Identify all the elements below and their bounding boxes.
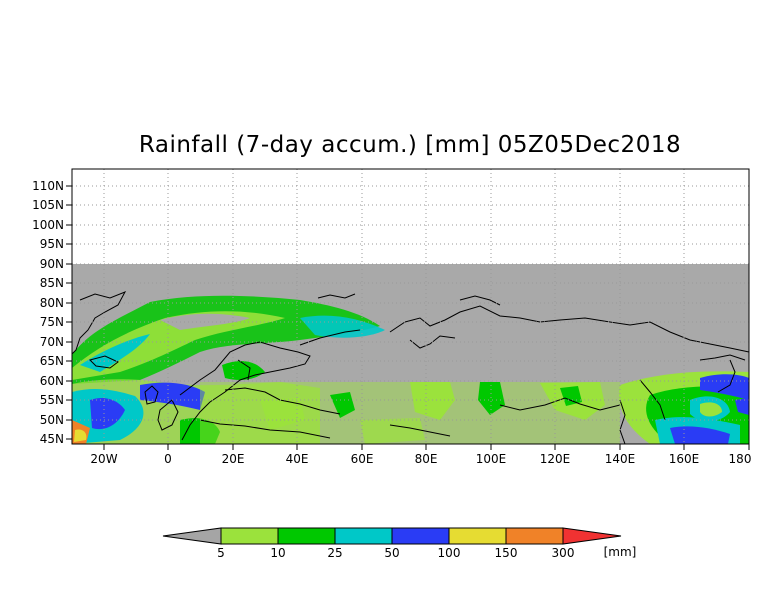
legend-level-label: 50	[384, 546, 399, 560]
lon-tick-label: 120E	[540, 452, 571, 466]
legend-level-label: 10	[270, 546, 285, 560]
lon-tick-label: 60E	[351, 452, 374, 466]
plot-frame	[71, 168, 750, 445]
legend-swatch	[162, 527, 222, 545]
legend-swatch	[334, 527, 393, 545]
lat-tick-label: 50N	[40, 413, 64, 427]
lat-tick-label: 100N	[32, 218, 64, 232]
lat-tick-label: 85N	[40, 276, 64, 290]
lat-tick-label: 45N	[40, 432, 64, 446]
lon-tick-label: 160E	[669, 452, 700, 466]
color-legend	[162, 527, 622, 545]
legend-swatch	[277, 527, 336, 545]
lon-tick-label: 0	[164, 452, 172, 466]
lat-tick-label: 95N	[40, 237, 64, 251]
legend-swatch	[448, 527, 507, 545]
legend-level-label: 300	[552, 546, 575, 560]
map-title: Rainfall (7-day accum.) [mm] 05Z05Dec201…	[138, 132, 682, 158]
lat-tick-label: 80N	[40, 296, 64, 310]
lon-tick-label: 20W	[90, 452, 117, 466]
lon-tick-label: 40E	[286, 452, 309, 466]
lat-tick-label: 55N	[40, 393, 64, 407]
lon-tick-label: 140E	[605, 452, 636, 466]
legend-swatch	[391, 527, 450, 545]
legend-unit: [mm]	[604, 545, 637, 559]
lon-tick-label: 20E	[222, 452, 245, 466]
legend-swatch	[505, 527, 564, 545]
legend-level-label: 5	[217, 546, 225, 560]
lat-axis	[66, 185, 72, 440]
lon-axis	[103, 444, 750, 450]
legend-level-label: 100	[438, 546, 461, 560]
lat-tick-label: 70N	[40, 335, 64, 349]
legend-level-label: 25	[327, 546, 342, 560]
legend-level-label: 150	[495, 546, 518, 560]
lat-tick-label: 65N	[40, 354, 64, 368]
lat-tick-label: 75N	[40, 315, 64, 329]
lat-tick-label: 90N	[40, 257, 64, 271]
lon-tick-label: 80E	[415, 452, 438, 466]
lat-tick-label: 110N	[32, 179, 64, 193]
lon-tick-label: 100E	[476, 452, 507, 466]
lat-tick-label: 105N	[32, 198, 64, 212]
lon-tick-label: 180	[729, 452, 752, 466]
lat-tick-label: 60N	[40, 374, 64, 388]
graticule	[72, 169, 749, 444]
legend-swatch	[220, 527, 279, 545]
legend-swatch	[562, 527, 622, 545]
